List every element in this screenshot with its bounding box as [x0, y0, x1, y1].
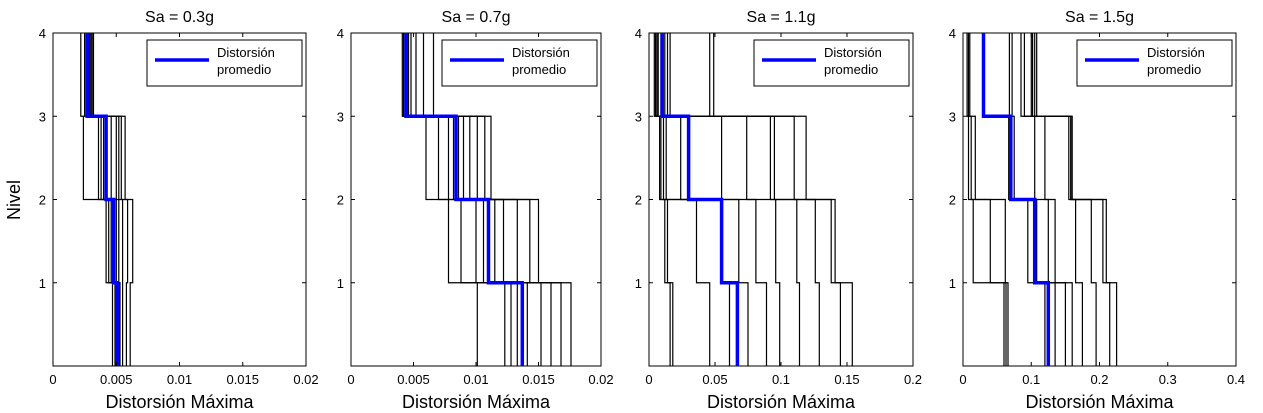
legend-label: Distorsión	[217, 45, 275, 60]
subplot-4: 0 0.1 0.2 0.3 0.4 1 2 3 4 Sa = 1.5g Distorsión Máx…	[949, 9, 1245, 412]
y-tick-label: 1	[39, 276, 46, 291]
legend-box	[441, 39, 598, 87]
x-tick-label: 0.15	[834, 372, 859, 387]
y-tick-label: 2	[949, 193, 956, 208]
subplot-2: 0 0.005 0.01 0.015 0.02 1 2 3 4 Sa = 0.7g Distorsi…	[337, 9, 614, 412]
y-tick-label: 2	[39, 193, 46, 208]
x-tick-label: 0.2	[1090, 372, 1108, 387]
x-tick-label: 0	[959, 372, 966, 387]
legend: Distorsión promedio	[1076, 39, 1233, 87]
legend-label: promedio	[217, 62, 271, 77]
y-tick-label: 1	[949, 276, 956, 291]
legend: Distorsión promedio	[441, 39, 598, 87]
y-tick-label: 4	[337, 26, 344, 41]
legend-box	[753, 39, 910, 87]
y-tick-label: 1	[337, 276, 344, 291]
y-tick-label: 4	[949, 26, 956, 41]
subplot-3: 0 0.05 0.1 0.15 0.2 1 2 3 4 Sa = 1.1g Distorsión M…	[635, 9, 922, 412]
x-tick-label: 0.02	[293, 372, 318, 387]
x-tick-label: 0.015	[522, 372, 555, 387]
x-tick-label: 0.1	[772, 372, 790, 387]
record-profile-11	[1036, 33, 1118, 366]
y-tick-label: 4	[39, 26, 46, 41]
x-tick-label: 0.4	[1227, 372, 1245, 387]
y-tick-label: 4	[635, 26, 642, 41]
legend-label: Distorsión	[1147, 45, 1205, 60]
x-tick-label: 0.05	[702, 372, 727, 387]
legend: Distorsión promedio	[753, 39, 910, 87]
mean-profile	[85, 33, 120, 366]
profiles-group	[966, 33, 1118, 366]
x-tick-label: 0.01	[463, 372, 488, 387]
mean-profile	[660, 33, 740, 366]
profiles-group	[80, 33, 134, 366]
y-tick-label: 3	[337, 109, 344, 124]
mean-profile	[404, 33, 525, 366]
x-tick-label: 0.005	[397, 372, 430, 387]
y-tick-label: 1	[635, 276, 642, 291]
x-tick-label: 0.01	[167, 372, 192, 387]
y-tick-label: 3	[39, 109, 46, 124]
x-tick-label: 0.015	[226, 372, 259, 387]
x-tick-label: 0.2	[904, 372, 922, 387]
legend-box	[1076, 39, 1233, 87]
legend-label: promedio	[512, 62, 566, 77]
legend-label: Distorsión	[512, 45, 570, 60]
legend-label: promedio	[1147, 62, 1201, 77]
subplot-title: Sa = 1.5g	[1065, 9, 1134, 26]
x-axis-label: Distorsión Máxima	[1025, 392, 1174, 412]
legend-box	[146, 39, 303, 87]
x-tick-label: 0.005	[100, 372, 133, 387]
y-tick-label: 2	[337, 193, 344, 208]
record-profile-11	[713, 33, 853, 366]
mean-profile	[981, 33, 1051, 366]
subplot-title: Sa = 1.1g	[747, 9, 816, 26]
subplot-title: Sa = 0.3g	[145, 9, 214, 26]
x-tick-label: 0	[645, 372, 652, 387]
x-tick-label: 0.02	[588, 372, 613, 387]
y-axis-label: Nivel	[4, 180, 24, 220]
subplot-1: 0 0.005 0.01 0.015 0.02 1 2 3 4 Sa = 0.3g Distorsi…	[39, 9, 319, 412]
legend-label: Distorsión	[824, 45, 882, 60]
x-axis-label: Distorsión Máxima	[707, 392, 856, 412]
profiles-group	[401, 33, 572, 366]
record-profile-7	[1023, 33, 1073, 366]
y-tick-label: 3	[635, 109, 642, 124]
x-tick-label: 0.3	[1159, 372, 1177, 387]
y-tick-label: 2	[635, 193, 642, 208]
subplot-title: Sa = 0.7g	[442, 9, 511, 26]
x-tick-label: 0.1	[1022, 372, 1040, 387]
record-profile-3	[969, 33, 1009, 366]
x-axis-label: Distorsión Máxima	[402, 392, 551, 412]
legend-label: promedio	[824, 62, 878, 77]
x-tick-label: 0	[347, 372, 354, 387]
x-tick-label: 0	[49, 372, 56, 387]
profiles-group	[653, 33, 853, 366]
x-axis-label: Distorsión Máxima	[105, 392, 254, 412]
legend: Distorsión promedio	[146, 39, 303, 87]
y-tick-label: 3	[949, 109, 956, 124]
